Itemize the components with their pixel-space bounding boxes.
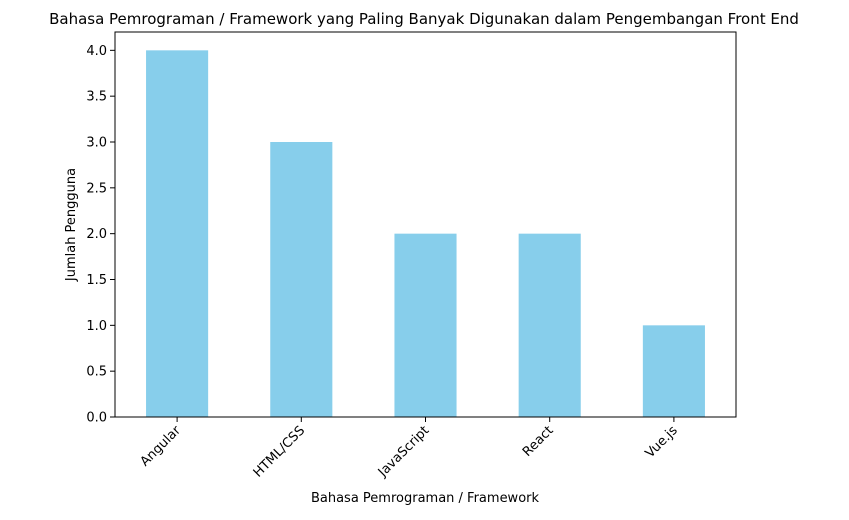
bar-react: [518, 233, 581, 417]
y-tick-label: 2.5: [86, 181, 107, 196]
y-tick-label: 4.0: [86, 44, 107, 59]
y-tick-label: 0.5: [86, 365, 107, 380]
x-tick-label: Angular: [138, 423, 185, 470]
plot-frame: [114, 31, 737, 418]
x-axis-ticks: Angular HTML/CSS JavaScript React Vue.js: [138, 417, 681, 481]
x-tick-label: JavaScript: [375, 423, 432, 480]
y-tick-label: 1.0: [86, 319, 107, 334]
y-tick-label: 1.5: [86, 273, 107, 288]
y-axis-label: Jumlah Pengguna: [64, 168, 79, 282]
x-axis-label: Bahasa Pemrograman / Framework: [311, 491, 540, 506]
bar-vue-js: [642, 325, 705, 417]
x-tick-label: HTML/CSS: [251, 423, 308, 480]
bar-html-css: [270, 142, 333, 417]
y-tick-label: 0.0: [86, 411, 107, 426]
y-tick-label: 2.0: [86, 227, 107, 242]
y-tick-label: 3.0: [86, 136, 107, 151]
chart-title: Bahasa Pemrograman / Framework yang Pali…: [49, 10, 799, 28]
bars: [146, 50, 705, 417]
bar-angular: [146, 50, 209, 417]
y-axis-ticks: 0.0 0.5 1.0 1.5 2.0 2.5 3.0 3.5 4.0: [86, 44, 115, 426]
x-tick-label: Vue.js: [643, 423, 681, 461]
bar-javascript: [394, 233, 457, 417]
y-tick-label: 3.5: [86, 90, 107, 105]
x-tick-label: React: [520, 423, 557, 460]
